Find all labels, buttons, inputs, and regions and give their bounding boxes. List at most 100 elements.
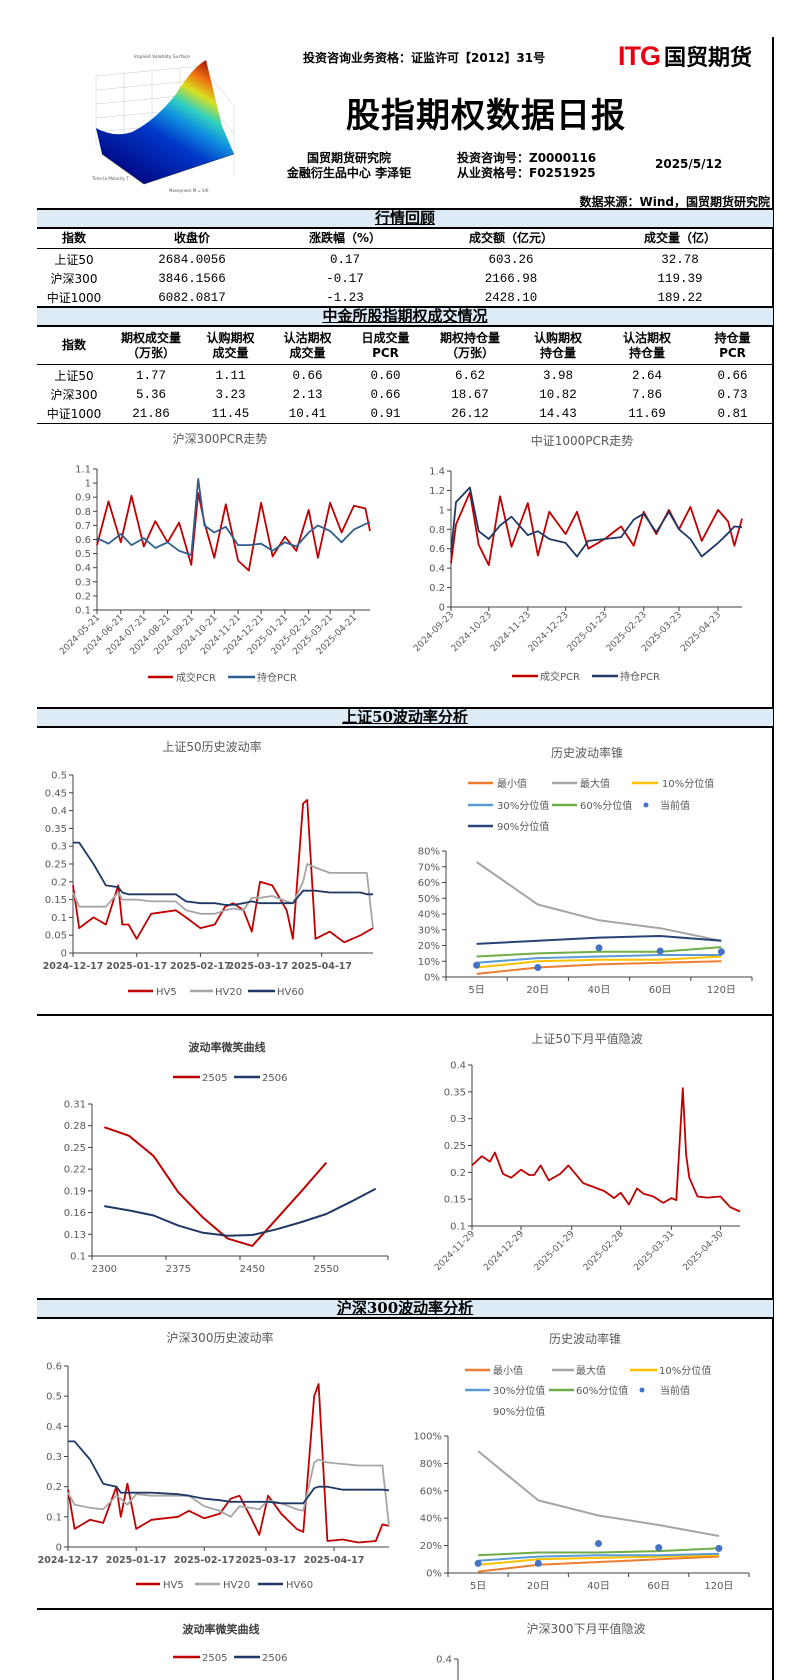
x-tick-label: 2550: [314, 1264, 339, 1275]
legend-item: 2505: [173, 1653, 227, 1664]
y-tick-label: 0.2: [429, 583, 445, 594]
y-tick-label: 0.16: [64, 1208, 86, 1219]
x-tick-label: 2025-02-28: [582, 1229, 626, 1273]
series-line-90%分位值: [476, 935, 722, 945]
chart-title: 沪深300下月平值隐波: [527, 1621, 646, 1636]
y-tick-label: 0.3: [75, 577, 91, 588]
chart-2: 上证50历史波动率 HV5 HV20 HV60 0 0.05 0.1 0.15 0.2 0.25 0…: [43, 739, 374, 998]
y-tick-label: 0.9: [75, 493, 91, 504]
y-tick-label: 0%: [424, 973, 440, 984]
cell: 沪深300: [50, 388, 98, 402]
chart-title: 沪深300PCR走势: [173, 432, 268, 446]
chart-title: 沪深300历史波动率: [167, 1330, 274, 1345]
table-row: 上证50 2684.0056 0.17 603.26 32.78: [37, 250, 773, 269]
legend-item: HV5: [128, 987, 177, 998]
y-tick-label: 0.3: [51, 842, 67, 853]
report-date: 2025/5/12: [655, 157, 723, 171]
chart-title: 波动率微笑曲线: [183, 1622, 260, 1636]
y-tick-label: 0.8: [429, 525, 445, 536]
y-tick-label: 50%: [418, 894, 440, 905]
legend-item: 90%分位值: [468, 820, 549, 833]
series-line-HV5: [72, 799, 374, 944]
y-tick-label: 60%: [420, 1486, 442, 1497]
cell: 603.26: [488, 252, 534, 267]
y-tick-label: 30%: [418, 925, 440, 936]
legend-item: HV5: [136, 1580, 184, 1591]
y-tick-label: 0.8: [75, 507, 91, 518]
y-tick-label: 80%: [418, 847, 440, 858]
x-tick-label: 40日: [588, 985, 611, 996]
y-tick-label: 80%: [420, 1459, 442, 1470]
series-line-2506: [104, 1187, 377, 1237]
surface-xlabel: Moneyness M = S/K: [169, 188, 209, 193]
surface-title: Implied Volatility Surface: [134, 54, 190, 60]
y-tick-label: 1.2: [429, 486, 445, 497]
legend-item: 90%分位值: [493, 1405, 545, 1418]
column-header: 认沽期权 持仓量: [622, 330, 671, 360]
cell: 14.43: [539, 406, 577, 421]
cell: 上证50: [54, 369, 94, 383]
cell: 3.98: [542, 368, 573, 383]
x-tick-label: 20日: [527, 1581, 550, 1592]
cell: 6.62: [454, 368, 485, 383]
cell: 2166.98: [484, 271, 538, 286]
section-bar-csi300-vol: 沪深300波动率分析: [37, 1298, 773, 1319]
series-line-最大值: [477, 1450, 720, 1537]
y-tick-label: 0: [439, 603, 445, 614]
legend-item: 10%分位值: [632, 777, 714, 790]
column-header: 涨跌幅（%）: [308, 231, 382, 245]
cell: 中证1000: [46, 291, 102, 305]
legend-marker: [639, 1387, 645, 1393]
legend-item: 当前值: [643, 799, 690, 812]
y-tick-label: 0.25: [45, 860, 67, 871]
legend-item: HV20: [190, 987, 242, 998]
x-tick-label: 2025-04-30: [681, 1229, 725, 1273]
series-line-HV60: [68, 1440, 390, 1505]
column-header: 指数: [61, 231, 86, 245]
cell: 10.41: [288, 406, 327, 421]
x-tick-label: 2025-03-17: [235, 1555, 296, 1566]
legend-item: 10%分位值: [630, 1364, 711, 1377]
qualification-text: 投资咨询业务资格：证监许可【2012】31号: [303, 51, 546, 65]
y-tick-label: 0.35: [45, 824, 67, 835]
y-tick-label: 0.05: [45, 931, 67, 942]
y-tick-label: 0.13: [64, 1230, 86, 1241]
y-tick-label: 0.1: [70, 1252, 86, 1263]
legend-label: 持仓PCR: [257, 671, 297, 684]
chart-5: 上证50下月平值隐波 0.1 0.15 0.2 0.25 0.3 0.35 0.4 2024-1…: [433, 1031, 741, 1273]
chart-9: 沪深300下月平值隐波 0.4: [436, 1621, 645, 1680]
legend-item: 持仓PCR: [228, 671, 297, 684]
legend-item: 30%分位值: [468, 799, 549, 812]
legend-label: 30%分位值: [493, 1384, 545, 1397]
y-tick-label: 0.3: [46, 1452, 62, 1463]
section-title: 上证50波动率分析: [342, 708, 468, 726]
y-tick-label: 20%: [420, 1541, 442, 1552]
y-tick-label: 0.6: [75, 535, 91, 546]
column-header: 成交额（亿元）: [468, 231, 553, 245]
data-point: [534, 964, 542, 972]
table-row: 沪深300 5.36 3.23 2.13 0.66 18.67 10.82 7.…: [37, 385, 773, 404]
cell: 0.81: [717, 406, 748, 421]
legend-label: 最小值: [493, 1364, 523, 1377]
x-tick-label: 2024-12-17: [43, 961, 104, 972]
x-tick-label: 5日: [470, 1581, 486, 1592]
series-line: [471, 1087, 741, 1213]
x-tick-label: 5日: [468, 985, 484, 996]
legend-item: 持仓PCR: [592, 670, 660, 683]
x-tick-label: 40日: [587, 1581, 610, 1592]
itg-logo: ITG 国贸期货: [618, 40, 752, 72]
cell: 1.11: [215, 368, 246, 383]
legend-item: HV20: [195, 1580, 250, 1591]
y-tick-label: 1.4: [429, 467, 445, 478]
legend-label: 10%分位值: [659, 1364, 711, 1377]
cell: 2684.0056: [158, 252, 226, 267]
cell: 11.45: [211, 406, 250, 421]
logo-cn: 国贸期货: [664, 46, 753, 71]
y-tick-label: 1: [85, 479, 91, 490]
section-divider: [37, 1014, 773, 1016]
cell: 3.23: [215, 387, 246, 402]
series-line-HV20: [67, 1458, 390, 1526]
y-tick-label: 0.2: [51, 877, 67, 888]
logo-latin: ITG: [618, 41, 661, 71]
legend-label: 当前值: [660, 1384, 690, 1397]
